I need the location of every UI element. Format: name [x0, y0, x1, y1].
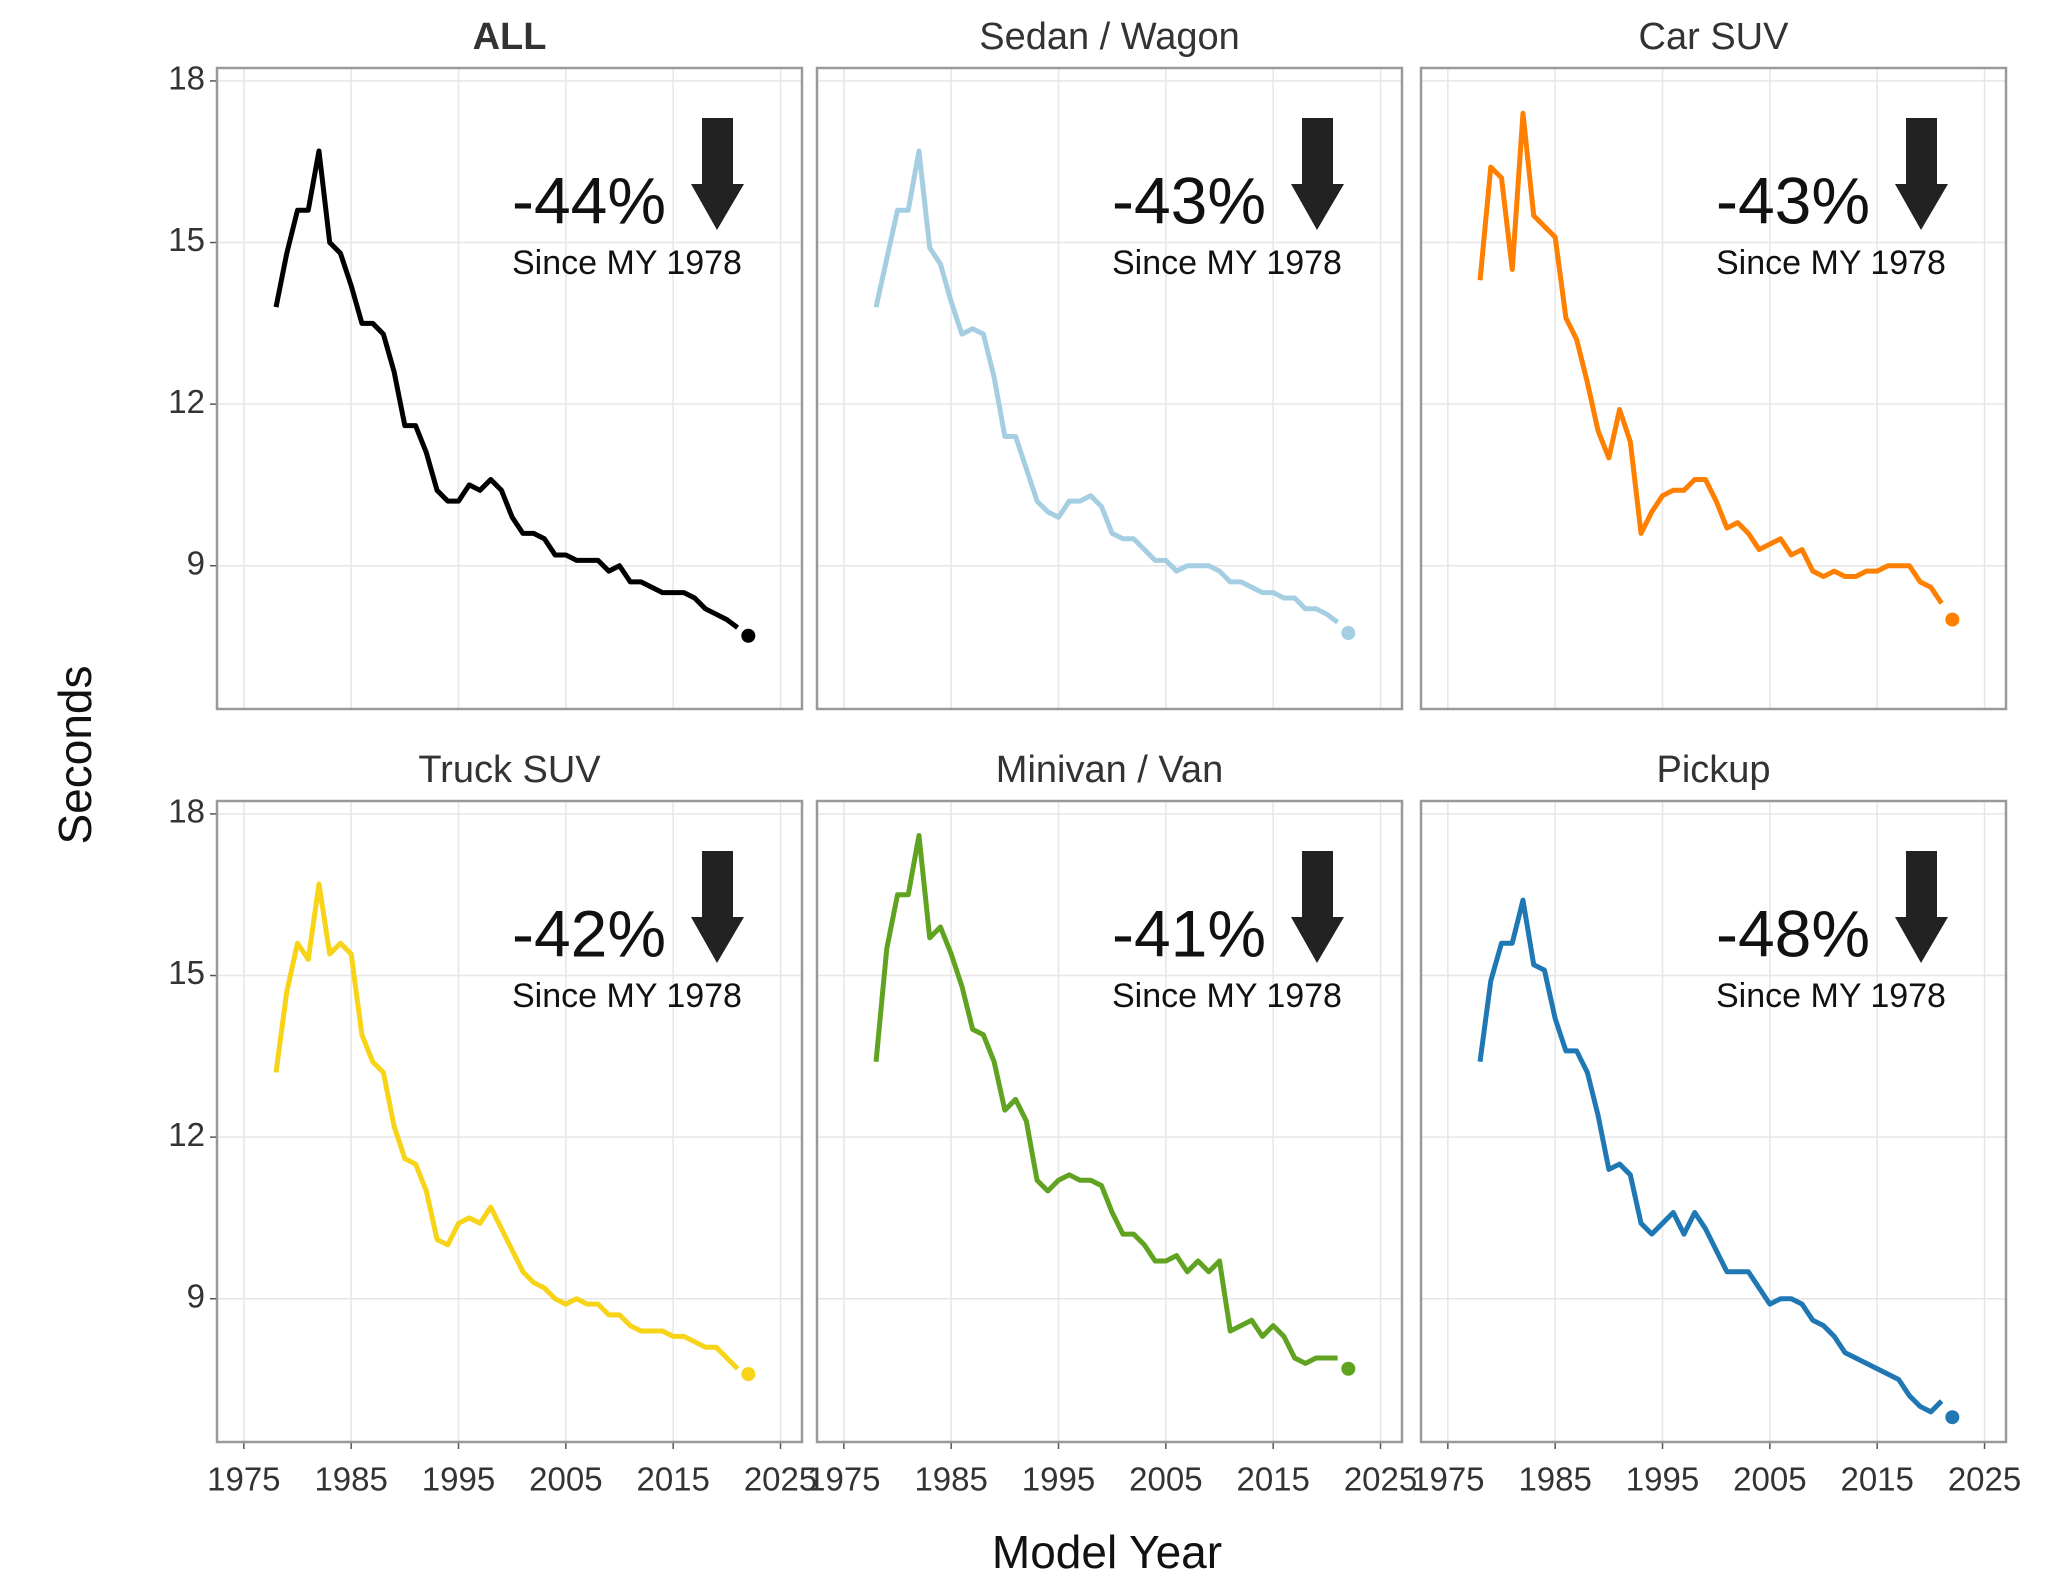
- panel-title: Minivan / Van: [996, 749, 1223, 791]
- annotation: -44%: [512, 163, 666, 237]
- x-tick-label: 2025: [744, 1461, 817, 1498]
- annotation: -43%: [1112, 163, 1266, 237]
- down-arrow: [1291, 851, 1344, 963]
- x-tick-label: 2025: [1344, 1461, 1417, 1498]
- y-tick-label: 12: [168, 1116, 205, 1153]
- panel-border: [215, 66, 804, 711]
- subannotation: Since MY 1978: [1112, 977, 1342, 1015]
- annotation: -41%: [1112, 896, 1266, 970]
- x-tick-label: 2005: [1733, 1461, 1806, 1498]
- data-point: [1341, 626, 1356, 641]
- x-tick-label: 1985: [1518, 1461, 1591, 1498]
- down-arrow: [1895, 118, 1948, 230]
- y-axis-label: Seconds: [49, 665, 101, 844]
- panel-title: Car SUV: [1639, 16, 1790, 58]
- panel-border: [1419, 799, 2008, 1444]
- annotation: -42%: [512, 896, 666, 970]
- panel-border: [815, 66, 1404, 711]
- panel-border: [1419, 66, 2008, 711]
- x-tick-label: 2005: [529, 1461, 602, 1498]
- x-tick-label: 2015: [1236, 1461, 1309, 1498]
- x-tick-label: 1995: [1022, 1461, 1095, 1498]
- x-tick-label: 1995: [1626, 1461, 1699, 1498]
- y-tick-label: 18: [168, 60, 205, 97]
- x-axis-label: Model Year: [992, 1526, 1222, 1575]
- subannotation: Since MY 1978: [512, 977, 742, 1015]
- y-tick-label: 15: [168, 221, 205, 258]
- data-line: [273, 148, 740, 630]
- panel-border: [815, 799, 1404, 1444]
- x-tick-label: 1985: [914, 1461, 987, 1498]
- panel-title: Truck SUV: [418, 749, 601, 791]
- data-line: [873, 832, 1338, 1366]
- x-tick-label: 1985: [314, 1461, 387, 1498]
- subannotation: Since MY 1978: [1716, 977, 1946, 1015]
- data-point: [1945, 1410, 1960, 1425]
- down-arrow: [691, 851, 744, 963]
- panel-title: Sedan / Wagon: [979, 16, 1240, 58]
- data-line: [1477, 110, 1944, 605]
- down-arrow: [1895, 851, 1948, 963]
- data-line: [273, 881, 740, 1371]
- panel-title: ALL: [473, 16, 547, 58]
- y-tick-label: 15: [168, 954, 205, 991]
- x-tick-label: 2005: [1129, 1461, 1202, 1498]
- subannotation: Since MY 1978: [512, 244, 742, 282]
- y-tick-label: 12: [168, 383, 205, 420]
- x-tick-label: 1995: [422, 1461, 495, 1498]
- y-tick-label: 9: [187, 544, 205, 581]
- data-line: [1477, 897, 1944, 1415]
- panel-border: [215, 799, 804, 1444]
- data-point: [1945, 612, 1960, 627]
- down-arrow: [1291, 118, 1344, 230]
- annotation: -48%: [1716, 896, 1870, 970]
- data-point: [741, 1367, 756, 1382]
- x-tick-label: 1975: [1411, 1461, 1484, 1498]
- panel-title: Pickup: [1656, 749, 1770, 791]
- subannotation: Since MY 1978: [1112, 244, 1342, 282]
- x-tick-label: 1975: [207, 1461, 280, 1498]
- x-tick-label: 2015: [636, 1461, 709, 1498]
- x-tick-label: 2015: [1840, 1461, 1913, 1498]
- annotation: -43%: [1716, 163, 1870, 237]
- data-point: [741, 628, 756, 643]
- data-point: [1341, 1361, 1356, 1376]
- y-tick-label: 18: [168, 793, 205, 830]
- data-line: [873, 148, 1340, 625]
- down-arrow: [691, 118, 744, 230]
- y-tick-label: 9: [187, 1277, 205, 1314]
- x-tick-label: 2025: [1948, 1461, 2021, 1498]
- x-tick-label: 1975: [807, 1461, 880, 1498]
- subannotation: Since MY 1978: [1716, 244, 1946, 282]
